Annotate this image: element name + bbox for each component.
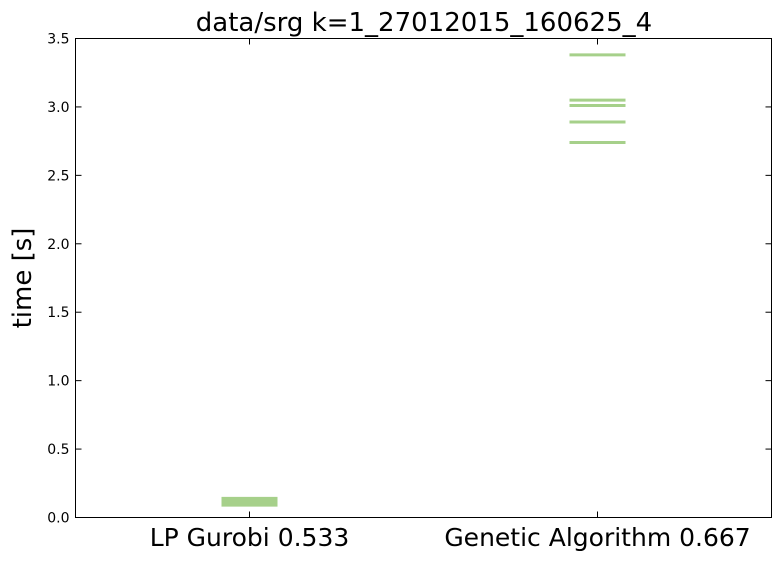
x-tick-label: LP Gurobi 0.533 — [150, 523, 350, 552]
y-ticks: 0.0 0.5 1.0 1.5 2.0 2.5 3.0 3.5 — [47, 32, 771, 527]
y-tick-label: 2.0 — [47, 237, 69, 253]
chart-title: data/srg k=1_27012015_160625_4 — [196, 8, 652, 38]
x-ticks: LP Gurobi 0.533 Genetic Algorithm 0.667 — [150, 39, 751, 553]
y-tick-label: 3.5 — [47, 32, 69, 48]
plot-frame — [76, 39, 772, 518]
x-tick-label: Genetic Algorithm 0.667 — [444, 523, 750, 552]
y-tick-label: 2.5 — [47, 168, 69, 184]
y-axis-label: time [s] — [8, 228, 38, 329]
y-tick-label: 3.0 — [47, 100, 69, 116]
y-tick-label: 0.5 — [47, 442, 69, 458]
y-tick-label: 1.0 — [47, 374, 69, 390]
data-marks — [222, 55, 626, 505]
y-tick-label: 0.0 — [47, 511, 69, 527]
y-tick-label: 1.5 — [47, 305, 69, 321]
